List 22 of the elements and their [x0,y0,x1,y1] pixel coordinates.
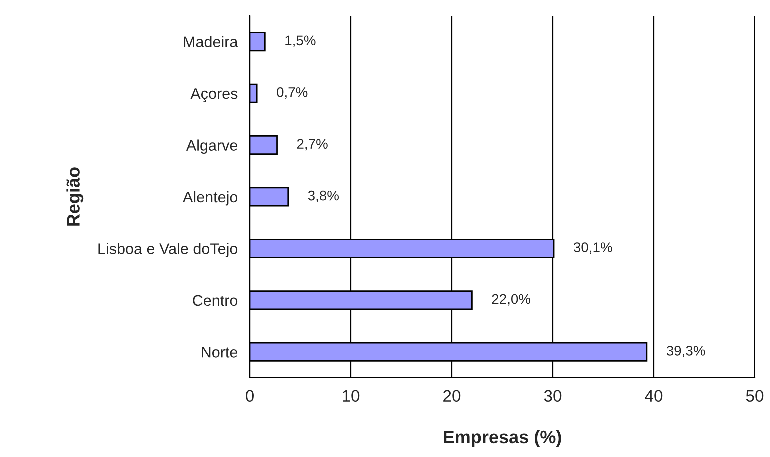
y-tick-label: Centro [193,295,238,306]
data-label: 0,7% [277,87,308,99]
x-tick-label: 50 [746,390,764,402]
data-label: 22,0% [492,294,531,306]
x-tick-label: 0 [246,390,254,402]
y-tick-label: Lisboa e Vale doTejo [98,243,238,258]
x-tick-label: 40 [645,390,663,402]
y-tick-label: Algarve [186,140,238,154]
y-tick-label: Madeira [184,36,238,48]
x-axis-title: Empresas (%) [444,430,562,448]
data-label: 3,8% [308,190,339,202]
x-tick-label: 30 [544,390,562,402]
y-tick-label: Açores [190,88,238,102]
data-label: 30,1% [574,242,612,254]
x-tick-label: 20 [444,390,461,402]
y-tick-label: Alentejo [183,191,238,206]
data-label: 1,5% [286,36,316,48]
y-axis-title: Região [66,168,84,226]
data-label: 39,3% [666,346,706,358]
data-label: 2,7% [297,139,328,151]
y-tick-label: Norte [202,347,238,358]
x-tick-label: 10 [343,390,360,402]
